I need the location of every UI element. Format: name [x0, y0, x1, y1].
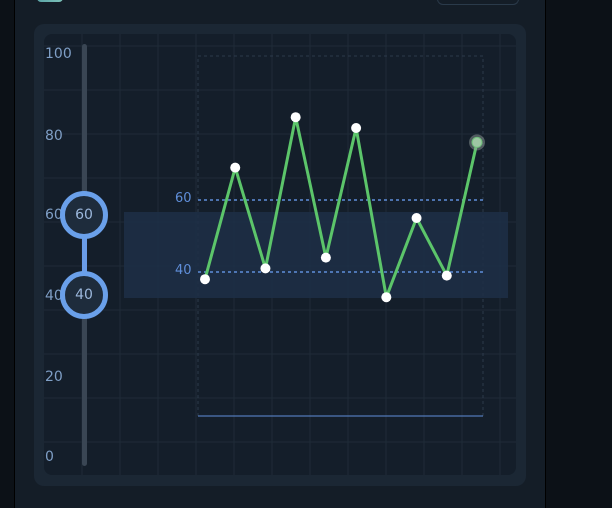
data-point [381, 292, 392, 303]
data-point [351, 123, 362, 133]
data-point [411, 213, 422, 223]
slider-tick-60: 60 [45, 207, 63, 223]
line-chart [44, 34, 516, 475]
threshold-high-label: 60 [175, 191, 192, 206]
data-point [320, 252, 331, 263]
slider-high-value: 60 [75, 206, 93, 223]
data-point [290, 112, 301, 123]
slider-low-thumb[interactable]: 40 [60, 271, 108, 320]
slider-tick-20: 20 [45, 369, 63, 385]
toolbar-button[interactable] [437, 0, 519, 5]
data-point [260, 263, 271, 274]
slider-tick-80: 80 [45, 128, 63, 144]
series-line [203, 115, 479, 299]
data-point [200, 274, 210, 285]
data-point [441, 270, 452, 281]
app-icon [37, 0, 63, 2]
slider-low-value: 40 [75, 287, 93, 304]
threshold-low-label: 40 [175, 263, 192, 278]
slider-tick-100: 100 [45, 46, 72, 62]
threshold-band [124, 212, 508, 298]
slider-tick-40: 40 [45, 288, 63, 304]
slider-high-thumb[interactable]: 60 [60, 190, 108, 239]
slider-range-fill [82, 214, 87, 296]
data-point [230, 162, 241, 173]
data-point [471, 136, 483, 148]
slider-tick-0: 0 [45, 449, 54, 465]
chart-panel [34, 24, 526, 486]
plot-area [44, 34, 516, 475]
